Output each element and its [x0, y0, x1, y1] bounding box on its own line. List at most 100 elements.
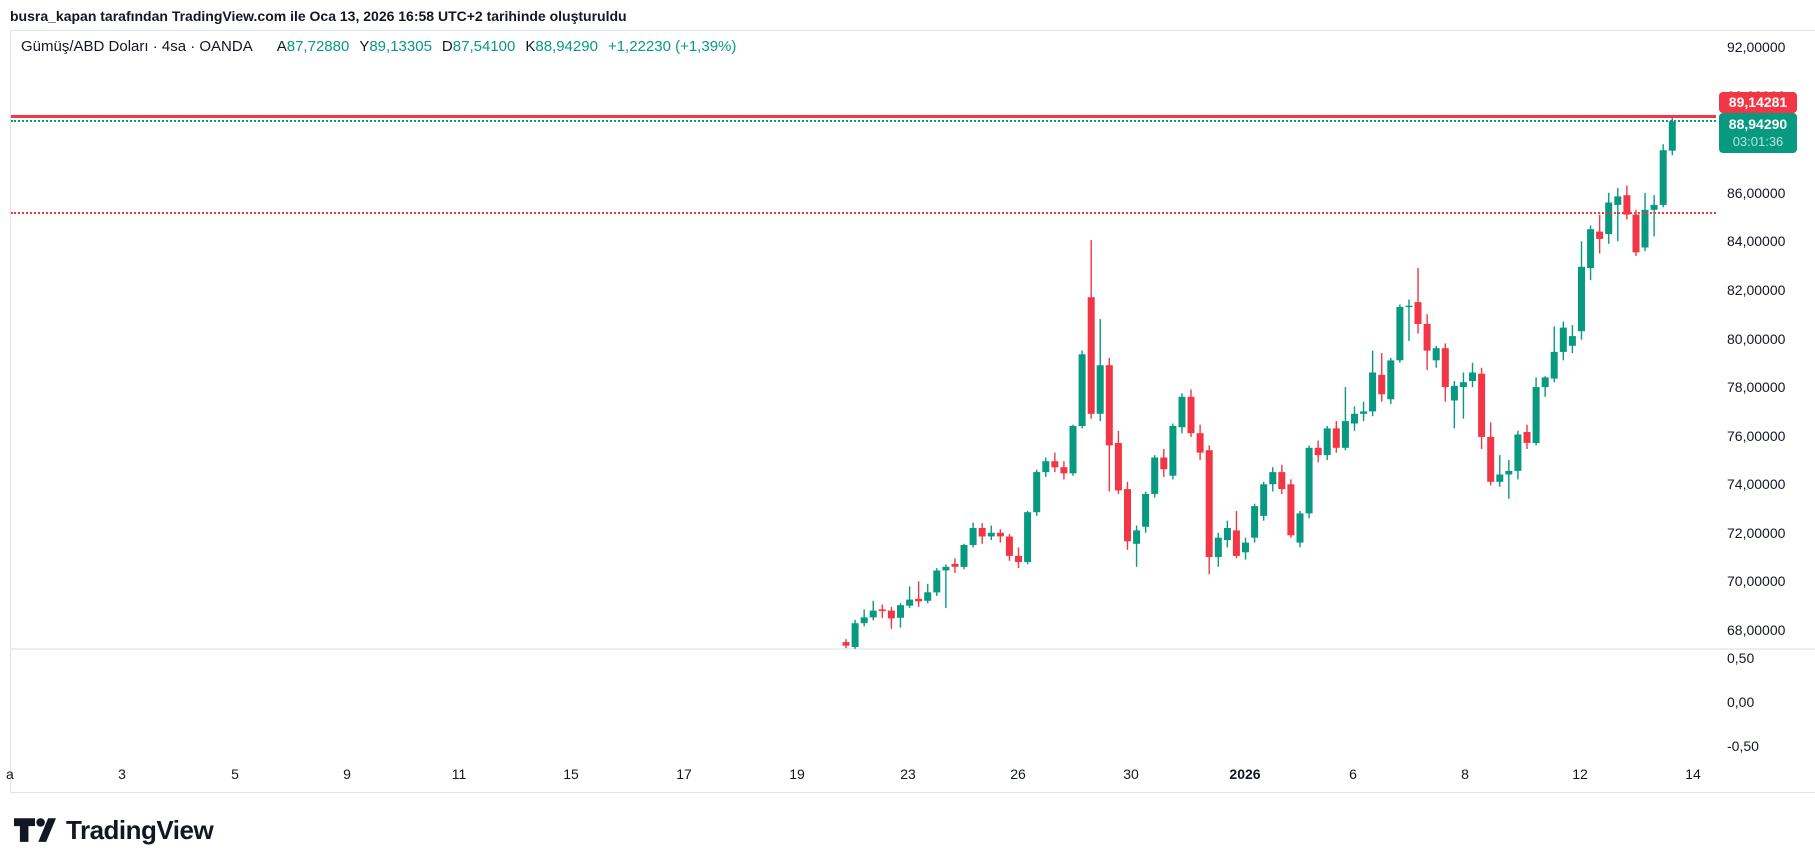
- candlestick-chart[interactable]: [0, 0, 1815, 792]
- time-axis-label: 17: [676, 766, 692, 782]
- candle-body: [933, 570, 941, 593]
- candle-body: [1541, 377, 1549, 388]
- candle-body: [951, 563, 959, 567]
- indicator-axis-label: -0,50: [1727, 738, 1759, 754]
- price-axis-label: 74,00000: [1727, 476, 1786, 493]
- open-value: 87,72880: [286, 38, 350, 55]
- candle-body: [1142, 494, 1150, 527]
- candle-body: [1396, 306, 1404, 361]
- price-axis-label: 72,00000: [1727, 524, 1786, 541]
- candle-body: [1405, 305, 1413, 308]
- candle-body: [1532, 387, 1540, 443]
- time-axis-border: [10, 792, 1815, 793]
- candle-body: [1278, 472, 1286, 490]
- candle-body: [1242, 542, 1249, 553]
- candle-body: [1305, 447, 1313, 514]
- high-label: Y: [359, 38, 370, 55]
- alert-line[interactable]: [11, 114, 1716, 118]
- price-axis-label: 82,00000: [1727, 281, 1786, 298]
- candle-body: [1024, 512, 1032, 562]
- time-axis-label: a: [6, 766, 14, 782]
- time-axis-label: 30: [1123, 766, 1139, 782]
- candle-body: [1668, 121, 1676, 151]
- chart-left-border: [10, 30, 11, 792]
- candle-body: [1178, 396, 1186, 428]
- candle-body: [1269, 472, 1277, 485]
- candle-body: [924, 592, 932, 601]
- candle-body: [1160, 457, 1168, 470]
- alert-price-label[interactable]: 89,14281: [1719, 92, 1797, 113]
- alert-price-value: 89,14281: [1728, 94, 1788, 110]
- candle-body: [1169, 425, 1177, 476]
- candle-body: [1078, 354, 1086, 426]
- price-axis-label: 84,00000: [1727, 233, 1786, 250]
- price-axis-label: 86,00000: [1727, 184, 1786, 201]
- time-axis-label: 11: [451, 766, 467, 782]
- candle-body: [1641, 209, 1649, 248]
- candle-body: [960, 545, 968, 567]
- candle-body: [1187, 396, 1195, 434]
- price-axis-label: 80,00000: [1727, 330, 1786, 347]
- candle-body: [1287, 484, 1295, 536]
- candle-body: [1378, 374, 1386, 395]
- time-axis-label: 9: [343, 766, 351, 782]
- candle-body: [1042, 461, 1050, 473]
- candle-body: [1487, 436, 1495, 482]
- close-value: 88,94290: [535, 38, 598, 55]
- candle-body: [1341, 421, 1349, 448]
- price-axis-label: 70,00000: [1727, 573, 1786, 590]
- candle-body: [1260, 484, 1268, 516]
- candle-body: [1559, 327, 1567, 352]
- chart-legend[interactable]: Gümüş/ABD Doları · 4sa · OANDA A87,72880 Y…: [21, 38, 736, 55]
- candle-body: [1151, 457, 1159, 494]
- candle-body: [969, 528, 977, 545]
- time-axis-label: 23: [900, 766, 916, 782]
- candle-body: [942, 566, 950, 571]
- candle-body: [1133, 530, 1141, 544]
- candle-body: [1332, 428, 1340, 448]
- candle-body: [915, 598, 923, 602]
- pane-divider[interactable]: [10, 648, 1815, 650]
- candle-body: [987, 532, 995, 537]
- indicator-axis-label: 0,50: [1727, 650, 1755, 666]
- candle-body: [1441, 348, 1449, 388]
- candle-body: [1650, 204, 1658, 210]
- previous-level-line[interactable]: [11, 211, 1716, 214]
- candle-body: [1087, 297, 1095, 414]
- candle-body: [996, 532, 1004, 537]
- candle-body: [1251, 506, 1259, 538]
- candle-body: [878, 609, 886, 612]
- close-label: K: [525, 38, 536, 55]
- candle-body: [1459, 382, 1467, 388]
- indicator-axis-label: 0,00: [1727, 694, 1755, 710]
- candle-body: [978, 528, 986, 537]
- candle-body: [1033, 472, 1041, 513]
- candle-body: [1423, 323, 1431, 351]
- price-axis-label: 92,00000: [1727, 39, 1786, 55]
- symbol-title[interactable]: Gümüş/ABD Doları · 4sa · OANDA: [21, 38, 253, 55]
- candle-body: [1369, 372, 1377, 412]
- tradingview-logo[interactable]: TradingView: [14, 812, 214, 848]
- candle-body: [897, 605, 904, 618]
- current-price-line[interactable]: [11, 120, 1716, 123]
- last-price-label[interactable]: 88,94290 03:01:36: [1719, 113, 1797, 153]
- price-axis-label: 78,00000: [1727, 379, 1786, 396]
- candle-body: [1587, 229, 1595, 269]
- candle-body: [1124, 489, 1131, 542]
- candle-body: [1387, 360, 1395, 400]
- candle-body: [1496, 474, 1504, 482]
- time-axis-label: 19: [789, 766, 805, 782]
- candle-body: [1514, 434, 1522, 471]
- tradingview-wordmark: TradingView: [66, 814, 214, 845]
- candle-body: [1469, 372, 1476, 381]
- candle-body: [1550, 351, 1558, 379]
- candle-body: [1015, 555, 1022, 562]
- candle-body: [1060, 467, 1068, 474]
- candle-body: [1205, 450, 1213, 558]
- tradingview-logo-icon: [14, 812, 56, 848]
- price-axis-label: 68,00000: [1727, 622, 1786, 638]
- candle-body: [1659, 150, 1667, 205]
- time-axis-label: 6: [1349, 766, 1357, 782]
- low-label: D: [441, 38, 453, 55]
- price-axis-label: 76,00000: [1727, 427, 1786, 444]
